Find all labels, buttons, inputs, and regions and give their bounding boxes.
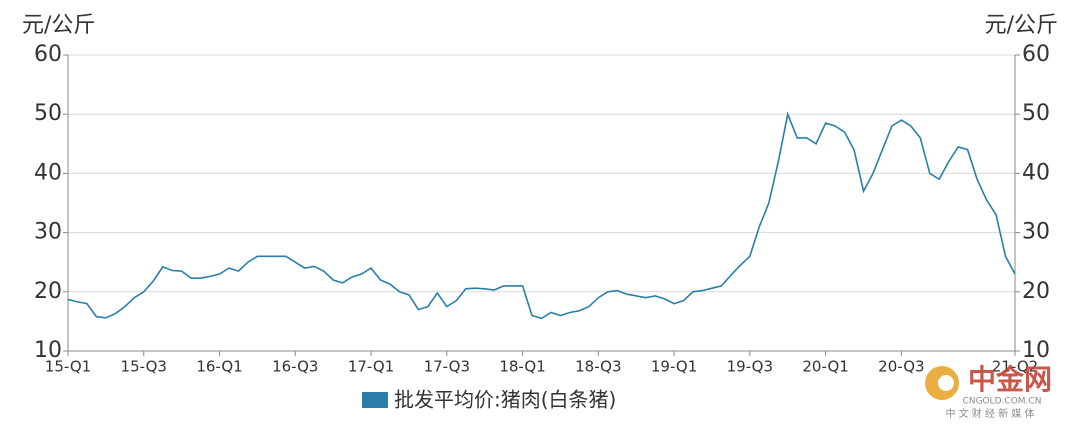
x-tick-label: 18-Q3	[575, 358, 621, 376]
x-tick-label: 20-Q3	[878, 358, 924, 376]
x-tick-label: 16-Q1	[196, 358, 242, 376]
line	[67, 111, 1016, 320]
watermark-site: CNGOLD.COM.CN	[963, 397, 1042, 407]
y2-tick-label: 60	[1022, 42, 1050, 67]
y2-tick-label: 20	[1022, 279, 1050, 304]
x-tick-label: 19-Q3	[727, 358, 773, 376]
x-tick-label: 21-Q2	[992, 358, 1038, 376]
x-tick-label: 17-Q3	[424, 358, 470, 376]
y-tick-label: 40	[34, 160, 62, 185]
x-tick-label: 16-Q3	[272, 358, 318, 376]
y2-tick-label: 40	[1022, 160, 1050, 185]
x-tick-label: 17-Q1	[348, 358, 394, 376]
y2-tick-label: 30	[1022, 220, 1050, 245]
y-tick-label: 10	[34, 338, 62, 363]
y-tick-label: 20	[34, 279, 62, 304]
x-tick-label: 15-Q3	[121, 358, 167, 376]
watermark-name: 中金网	[968, 363, 1052, 396]
x-tick-label: 20-Q1	[802, 358, 848, 376]
y-tick-label: 50	[34, 101, 62, 126]
watermark-slogan: 中 文 财 经 新 媒 体	[945, 407, 1034, 420]
legend-swatch	[362, 392, 388, 408]
y-tick-label: 60	[34, 42, 62, 67]
y2-tick-label: 50	[1022, 101, 1050, 126]
y-tick-label: 30	[34, 220, 62, 245]
y2-axis-title: 元/公斤	[985, 13, 1058, 38]
x-tick-label: 19-Q1	[651, 358, 697, 376]
logo-inner	[938, 375, 954, 391]
watermark: 中金网 CNGOLD.COM.CN 中 文 财 经 新 媒 体	[925, 363, 1052, 420]
x-tick-label: 15-Q1	[45, 358, 91, 376]
legend-label: 批发平均价:猪肉(白条猪)	[394, 388, 616, 412]
x-tick-label: 18-Q1	[499, 358, 545, 376]
y2-tick-label: 10	[1022, 338, 1050, 363]
y-axis-title: 元/公斤	[22, 13, 95, 38]
